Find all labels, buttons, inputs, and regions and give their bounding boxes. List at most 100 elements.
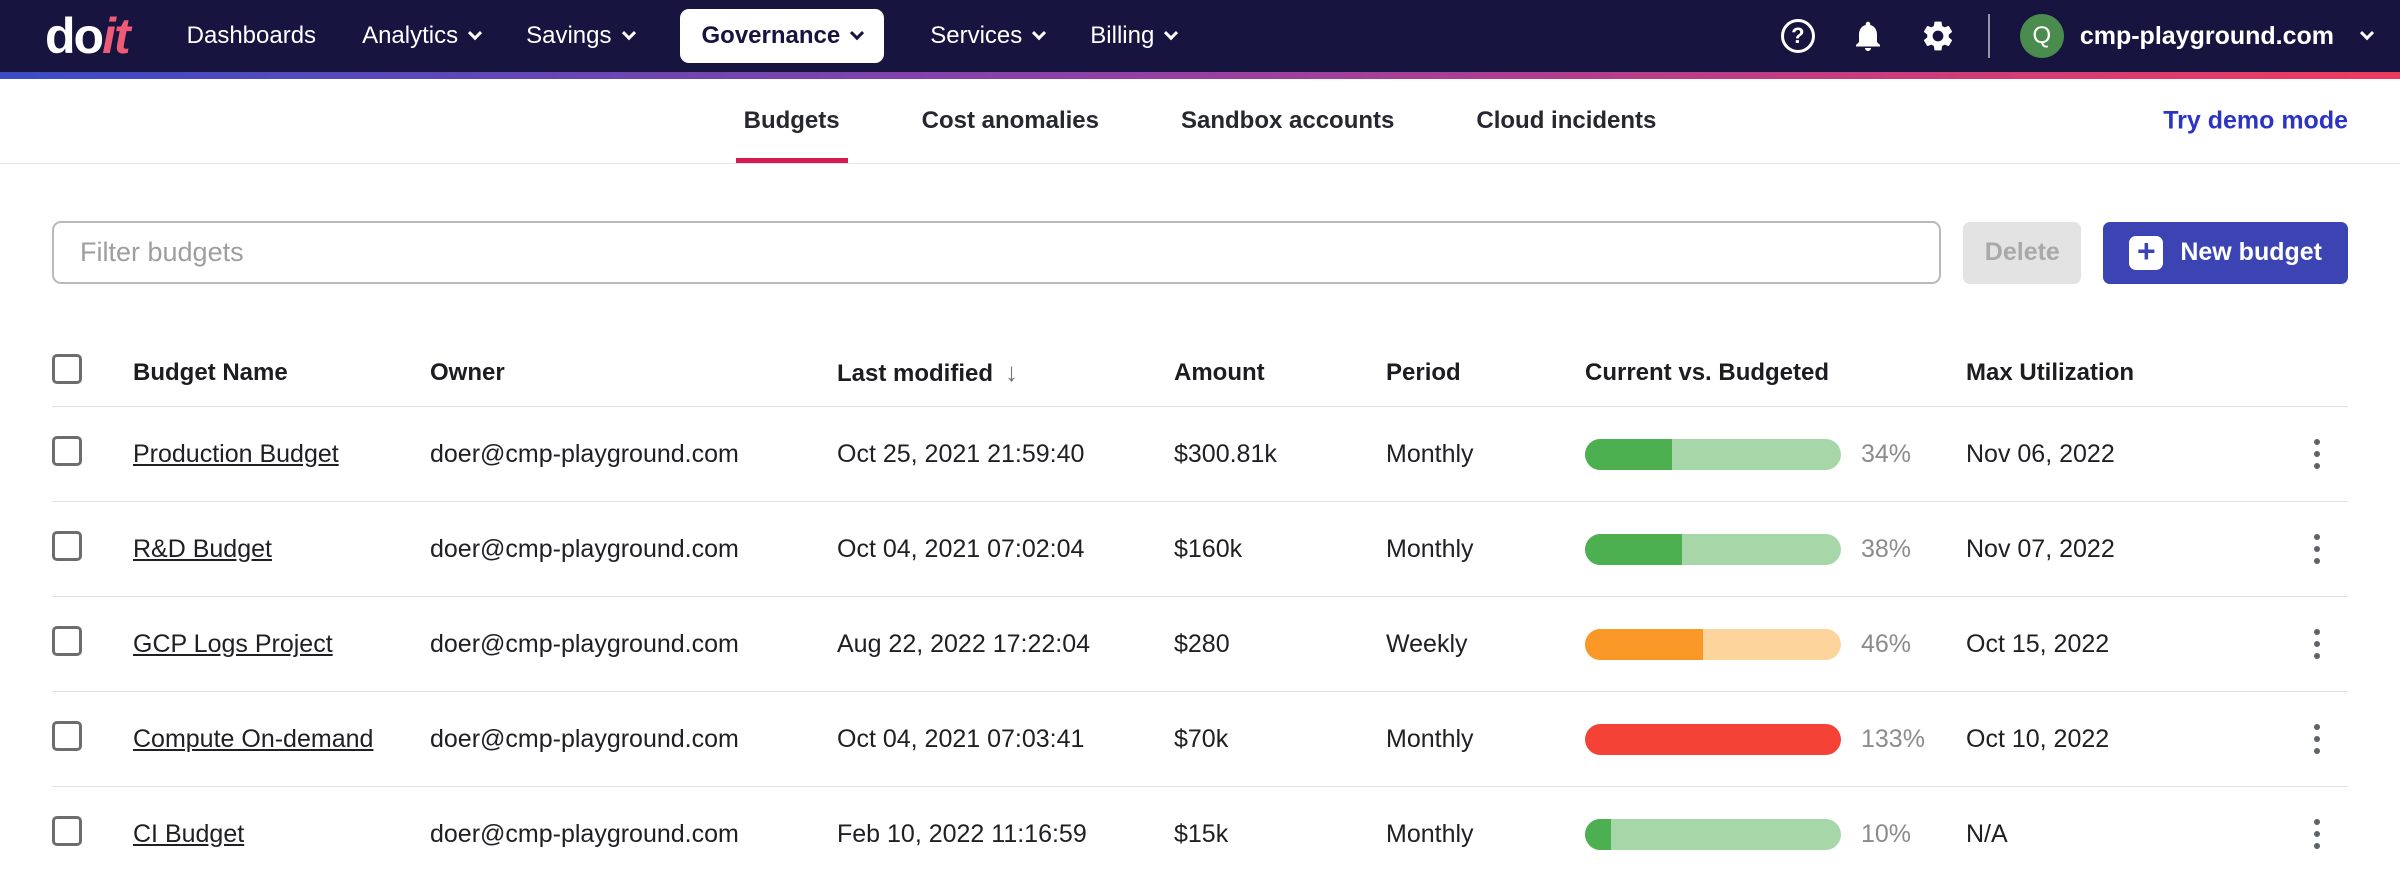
logo-part-do: do <box>45 8 104 64</box>
budget-percent: 10% <box>1861 819 1912 848</box>
tab-budgets[interactable]: Budgets <box>735 79 848 163</box>
table-row: Production Budget doer@cmp-playground.co… <box>52 407 2348 502</box>
budget-progress-bar <box>1585 818 1841 850</box>
amount-cell: $160k <box>1174 534 1243 563</box>
max-utilization-cell: Oct 15, 2022 <box>1966 629 2110 658</box>
help-icon[interactable]: ? <box>1778 16 1818 56</box>
budget-progress-fill <box>1585 533 1683 565</box>
sort-desc-arrow-icon[interactable]: ↓ <box>1005 357 1019 387</box>
tab-cost-anomalies[interactable]: Cost anomalies <box>921 107 1099 134</box>
budget-percent: 133% <box>1861 724 1925 753</box>
row-menu-kebab-icon[interactable] <box>2308 813 2326 855</box>
period-cell: Monthly <box>1386 439 1474 468</box>
row-menu-kebab-icon[interactable] <box>2308 433 2326 475</box>
header-current-vs-budgeted[interactable]: Current vs. Budgeted <box>1585 358 1830 386</box>
logo-part-it: it <box>102 8 131 64</box>
row-checkbox[interactable] <box>52 815 82 846</box>
nav-item-label: Analytics <box>362 22 459 49</box>
budget-percent: 46% <box>1861 629 1912 658</box>
tab-cloud-incidents[interactable]: Cloud incidents <box>1476 107 1657 134</box>
tab-sandbox-accounts[interactable]: Sandbox accounts <box>1181 107 1395 134</box>
row-menu-kebab-icon[interactable] <box>2308 718 2326 760</box>
budget-name-link[interactable]: Production Budget <box>133 439 339 468</box>
budget-progress-fill <box>1585 628 1703 660</box>
budget-progress-fill <box>1585 818 1611 850</box>
last-modified-cell: Oct 25, 2021 21:59:40 <box>837 439 1085 468</box>
period-cell: Monthly <box>1386 819 1474 848</box>
row-menu-kebab-icon[interactable] <box>2308 528 2326 570</box>
header-max-utilization[interactable]: Max Utilization <box>1966 358 2135 386</box>
nav-item-dashboards[interactable]: Dashboards <box>187 22 316 50</box>
budget-progress-bar <box>1585 438 1841 470</box>
new-budget-button[interactable]: + New budget <box>2103 221 2348 284</box>
nav-item-governance[interactable]: Governance <box>679 9 885 63</box>
row-checkbox[interactable] <box>52 530 82 561</box>
budget-progress-bar <box>1585 533 1841 565</box>
owner-cell: doer@cmp-playground.com <box>430 534 739 563</box>
chevron-down-icon <box>468 26 483 41</box>
plus-icon: + <box>2129 235 2164 270</box>
navbar-gradient-border <box>0 72 2400 79</box>
header-period[interactable]: Period <box>1386 358 1461 386</box>
row-checkbox[interactable] <box>52 435 82 466</box>
max-utilization-cell: N/A <box>1966 819 2008 848</box>
select-all-checkbox[interactable] <box>52 354 82 384</box>
nav-item-label: Billing <box>1090 22 1155 49</box>
filter-budgets-input[interactable] <box>52 221 1942 284</box>
budget-name-link[interactable]: CI Budget <box>133 819 245 848</box>
chevron-down-icon <box>2359 26 2375 41</box>
notifications-bell-icon[interactable] <box>1848 16 1888 56</box>
delete-button[interactable]: Delete <box>1963 221 2082 284</box>
table-row: GCP Logs Project doer@cmp-playground.com… <box>52 597 2348 692</box>
chevron-down-icon <box>850 26 865 41</box>
table-header-row: Budget Name Owner Last modified ↓ Amount … <box>52 339 2348 407</box>
header-amount[interactable]: Amount <box>1174 358 1265 386</box>
budget-name-link[interactable]: Compute On-demand <box>133 724 374 753</box>
header-budget-name[interactable]: Budget Name <box>133 358 288 386</box>
max-utilization-cell: Oct 10, 2022 <box>1966 724 2110 753</box>
nav-item-label: Services <box>930 22 1023 49</box>
header-last-modified[interactable]: Last modified ↓ <box>837 357 1174 388</box>
try-demo-mode-link[interactable]: Try demo mode <box>2163 106 2348 135</box>
budget-percent: 34% <box>1861 439 1912 468</box>
nav-item-savings[interactable]: Savings <box>526 22 636 50</box>
nav-item-services[interactable]: Services <box>930 22 1047 50</box>
budget-name-link[interactable]: GCP Logs Project <box>133 629 333 658</box>
period-cell: Monthly <box>1386 724 1474 753</box>
amount-cell: $70k <box>1174 724 1229 753</box>
account-menu[interactable]: Q cmp-playground.com <box>2019 14 2375 58</box>
max-utilization-cell: Nov 07, 2022 <box>1966 534 2115 563</box>
amount-cell: $15k <box>1174 819 1229 848</box>
nav-item-label: Savings <box>526 22 612 49</box>
table-row: R&D Budget doer@cmp-playground.com Oct 0… <box>52 502 2348 597</box>
budget-name-link[interactable]: R&D Budget <box>133 534 272 563</box>
secondary-tabs: Budgets Cost anomalies Sandbox accounts … <box>0 79 2400 164</box>
period-cell: Monthly <box>1386 534 1474 563</box>
budget-progress-fill <box>1585 438 1673 470</box>
last-modified-cell: Aug 22, 2022 17:22:04 <box>837 629 1091 658</box>
nav-item-billing[interactable]: Billing <box>1090 22 1179 50</box>
new-budget-label: New budget <box>2180 238 2322 266</box>
last-modified-cell: Oct 04, 2021 07:03:41 <box>837 724 1085 753</box>
chevron-down-icon <box>621 26 636 41</box>
top-navbar: do it Dashboards Analytics Savings Govern… <box>0 0 2400 72</box>
budgets-table: Budget Name Owner Last modified ↓ Amount … <box>52 339 2348 877</box>
row-menu-kebab-icon[interactable] <box>2308 623 2326 665</box>
owner-cell: doer@cmp-playground.com <box>430 439 739 468</box>
nav-item-label: Governance <box>701 22 841 49</box>
question-mark-glyph: ? <box>1780 19 1815 53</box>
amount-cell: $300.81k <box>1174 439 1277 468</box>
header-label: Last modified <box>837 360 994 387</box>
doit-logo[interactable]: do it <box>45 8 131 64</box>
owner-cell: doer@cmp-playground.com <box>430 629 739 658</box>
budget-progress-bar <box>1585 628 1841 660</box>
header-owner[interactable]: Owner <box>430 358 505 386</box>
nav-item-analytics[interactable]: Analytics <box>362 22 483 50</box>
row-checkbox[interactable] <box>52 625 82 656</box>
last-modified-cell: Oct 04, 2021 07:02:04 <box>837 534 1085 563</box>
settings-gear-icon[interactable] <box>1918 16 1958 56</box>
chevron-down-icon <box>1164 26 1179 41</box>
account-name: cmp-playground.com <box>2079 21 2334 50</box>
table-row: CI Budget doer@cmp-playground.com Feb 10… <box>52 787 2348 877</box>
row-checkbox[interactable] <box>52 720 82 751</box>
